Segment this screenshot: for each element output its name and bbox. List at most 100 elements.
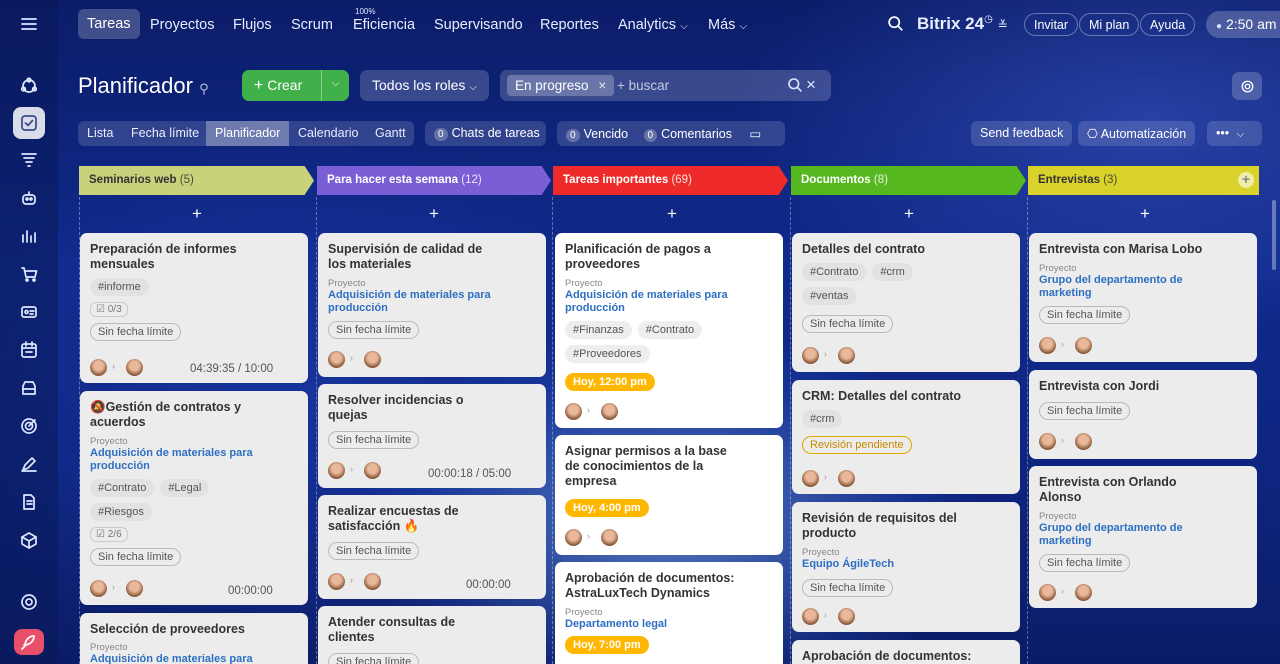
create-dropdown-icon[interactable]: ⌵ [321,70,349,101]
task-tag[interactable]: #Riesgos [90,503,152,521]
task-card[interactable]: Preparación de informes mensuales #infor… [80,233,308,383]
nav-mas[interactable]: Más ⌵ [708,17,747,33]
task-tag[interactable]: #ventas [802,287,857,305]
task-card[interactable]: CRM: Detalles del contrato #crm Revisión… [792,380,1020,494]
task-card[interactable]: Planificación de pagos a proveedores Pro… [555,233,783,428]
feed-icon[interactable] [15,72,43,100]
avatar[interactable] [90,580,107,597]
deadline-badge[interactable]: Sin fecha límite [328,653,420,664]
column-header-seminarios[interactable]: Seminarios web (5) [79,166,314,195]
add-column-icon[interactable]: + [1238,172,1254,188]
task-card[interactable]: Asignar permisos a la base de conocimien… [555,435,783,555]
tab-fecha-limite[interactable]: Fecha límite [131,126,200,140]
add-task-icon[interactable]: + [667,204,677,223]
invite-button[interactable]: Invitar [1024,13,1079,36]
search-icon[interactable] [787,77,803,98]
task-tag[interactable]: #Contrato [802,263,867,281]
chip-close-icon[interactable]: × [598,78,607,93]
search-icon[interactable] [887,15,904,37]
time-tracker[interactable]: 04:39:35 / 10:00 [190,363,274,375]
pen-icon[interactable] [15,450,43,478]
add-task-icon[interactable]: + [904,204,914,223]
nav-reportes[interactable]: Reportes [540,17,599,33]
my-plan-button[interactable]: Mi plan [1079,13,1140,36]
clear-icon[interactable]: × [806,75,816,94]
avatar[interactable] [802,470,819,487]
deadline-badge[interactable]: Sin fecha límite [90,323,182,341]
project-link[interactable]: Adquisición de materiales para producció… [90,447,253,472]
robot-icon[interactable] [15,184,43,212]
nav-tareas[interactable]: Tareas [78,9,140,39]
box-icon[interactable] [15,526,43,554]
task-title[interactable]: Entrevista con Orlando Alonso [1039,475,1177,504]
avatar[interactable] [838,470,855,487]
scrollbar[interactable] [1272,200,1276,270]
create-button[interactable]: + Crear ⌵ [242,70,349,101]
project-link[interactable]: Adquisición de materiales para producció… [565,289,728,314]
tasks-icon[interactable] [13,107,45,139]
menu-icon[interactable] [15,10,43,38]
task-card[interactable]: Revisión de requisitos del producto Proy… [792,502,1020,632]
nav-proyectos[interactable]: Proyectos [150,17,215,33]
status-badge[interactable]: Revisión pendiente [802,436,912,454]
project-link[interactable]: Adquisición de materiales para producció… [328,289,491,314]
pin-icon[interactable]: ⚲ [199,81,209,96]
time-tracker[interactable]: 00:00:00 [466,579,511,591]
deadline-badge[interactable]: Sin fecha límite [1039,306,1131,324]
task-title[interactable]: Resolver incidencias o quejas [328,393,464,422]
contact-card-icon[interactable] [15,298,43,326]
chart-icon[interactable] [15,222,43,250]
avatar[interactable] [328,462,345,479]
filter-search-box[interactable]: En progreso × + buscar × [500,70,831,101]
task-card[interactable]: Detalles del contrato #Contrato #crm #ven… [792,233,1020,372]
task-card[interactable]: Aprobación de documentos: [792,640,1020,664]
task-title[interactable]: Gestión de contratos y acuerdos [90,400,242,429]
avatar[interactable] [1075,584,1092,601]
avatar[interactable] [328,351,345,368]
task-title[interactable]: Atender consultas de clientes [328,615,456,644]
time-tracker[interactable]: 00:00:00 [228,585,273,597]
task-card[interactable]: Entrevista con Jordi Sin fecha límite › [1029,370,1257,459]
avatar[interactable] [802,608,819,625]
overdue-label[interactable]: Vencido [583,127,629,141]
automation-button[interactable]: ⎔ Automatización [1078,121,1196,146]
avatar[interactable] [328,573,345,590]
help-button[interactable]: Ayuda [1140,13,1196,36]
funnel-icon[interactable] [15,146,43,174]
add-task-icon[interactable]: + [1140,204,1150,223]
deadline-badge[interactable]: Hoy, 4:00 pm [565,499,649,517]
task-title[interactable]: Preparación de informes mensuales [90,242,237,271]
task-card[interactable]: Resolver incidencias o quejas Sin fecha … [318,384,546,488]
task-title[interactable]: Realizar encuestas de satisfacción [328,504,459,533]
task-tag[interactable]: #Finanzas [565,321,632,339]
nav-scrum[interactable]: Scrum [291,17,333,33]
document-icon[interactable] [15,488,43,516]
roles-dropdown[interactable]: Todos los roles ⌵ [360,70,489,101]
task-title[interactable]: Aprobación de documentos: AstraLuxTech D… [565,571,735,600]
task-card[interactable]: Aprobación de documentos: AstraLuxTech D… [555,562,783,664]
cart-icon[interactable] [15,260,43,288]
task-title[interactable]: Planificación de pagos a proveedores [565,242,711,271]
task-chats-button[interactable]: 0 Chats de tareas [425,121,546,146]
tab-calendario[interactable]: Calendario [298,126,359,140]
deadline-badge[interactable]: Sin fecha límite [802,579,894,597]
deadline-badge[interactable]: Sin fecha límite [802,315,894,333]
rocket-icon[interactable] [14,629,44,655]
clock-widget[interactable]: ● 2:50 am [1206,11,1280,38]
avatar[interactable] [364,351,381,368]
add-task-icon[interactable]: + [429,204,439,223]
avatar[interactable] [1039,433,1056,450]
task-title[interactable]: Asignar permisos a la base de conocimien… [565,444,727,488]
overdue-count[interactable]: 0 [566,129,580,142]
avatar[interactable] [838,347,855,364]
add-task-icon[interactable]: + [192,204,202,223]
project-link[interactable]: Adquisición de materiales para [90,653,253,664]
task-title[interactable]: Entrevista con Jordi [1039,379,1160,393]
avatar[interactable] [1039,584,1056,601]
comments-label[interactable]: Comentarios [661,127,732,141]
deadline-badge[interactable]: Hoy, 12:00 pm [565,373,655,391]
avatar[interactable] [838,608,855,625]
avatar[interactable] [1039,337,1056,354]
avatar[interactable] [126,359,143,376]
deadline-badge[interactable]: Sin fecha límite [90,548,182,566]
